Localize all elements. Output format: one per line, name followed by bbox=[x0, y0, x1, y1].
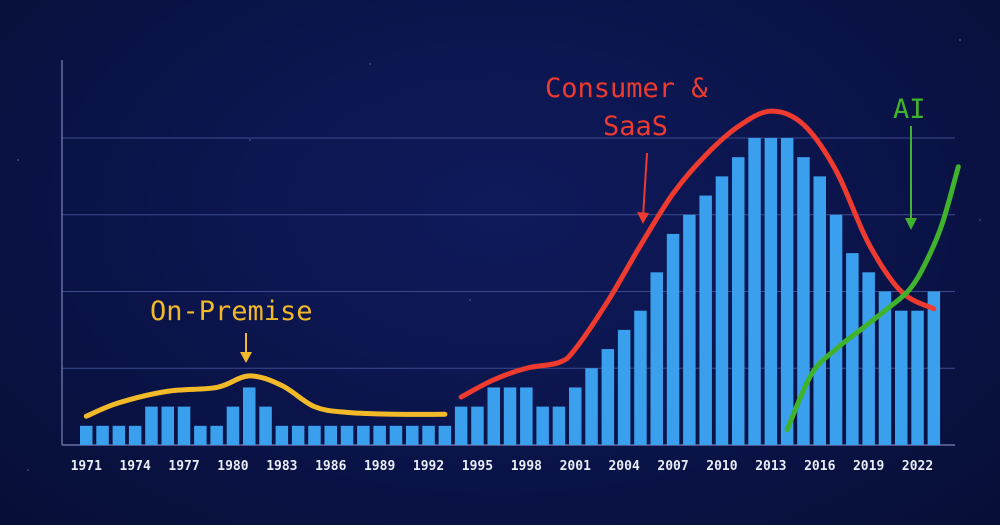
x-tick-label: 1977 bbox=[168, 459, 199, 474]
bar-2005 bbox=[634, 310, 647, 445]
x-tick-label: 2001 bbox=[560, 459, 591, 474]
bar-2018 bbox=[846, 253, 859, 445]
x-tick-label: 2019 bbox=[853, 459, 884, 474]
background-stars bbox=[17, 39, 981, 471]
on-premise-curve bbox=[83, 373, 448, 419]
bar-2023 bbox=[927, 291, 941, 445]
x-axis-tick-labels: 1971 1974 1977 1980 1983 1986 1989 1992 1995 1998… bbox=[71, 459, 934, 474]
consumer-saas-curve bbox=[458, 108, 937, 400]
x-tick-label: 1986 bbox=[315, 459, 346, 474]
x-tick-label: 2007 bbox=[657, 459, 688, 474]
bar-2010 bbox=[715, 176, 729, 445]
ai-label: AI bbox=[893, 94, 926, 125]
bar-2011 bbox=[732, 157, 745, 445]
bar-2013 bbox=[764, 138, 778, 445]
on-premise-arrow bbox=[240, 333, 252, 363]
x-tick-label: 1992 bbox=[413, 459, 444, 474]
bar-1972 bbox=[96, 425, 109, 445]
x-tick-label: 1998 bbox=[511, 459, 542, 474]
bar-2008 bbox=[683, 214, 696, 445]
bar-2012 bbox=[748, 138, 761, 445]
bar-1998 bbox=[520, 387, 533, 445]
consumer-saas-label-line-2: SaaS bbox=[603, 111, 668, 142]
bar-2014 bbox=[780, 138, 794, 445]
consumer-saas-label-line-1: Consumer & bbox=[545, 73, 708, 104]
bar-2022 bbox=[911, 310, 924, 445]
bar-1993 bbox=[438, 425, 452, 445]
bar-2006 bbox=[650, 272, 663, 445]
ai-curve bbox=[784, 164, 961, 433]
x-tick-label: 2016 bbox=[804, 459, 835, 474]
bar-1978 bbox=[194, 425, 207, 445]
x-tick-label: 1971 bbox=[71, 459, 102, 474]
bar-1973 bbox=[112, 425, 126, 445]
bar-2017 bbox=[829, 214, 843, 445]
ai-arrow bbox=[905, 126, 917, 230]
bar-1979 bbox=[210, 425, 223, 445]
bar-1996 bbox=[487, 387, 500, 445]
curve-annotations: On-Premise Consumer & SaaS AI bbox=[83, 73, 961, 433]
bar-2020 bbox=[878, 291, 892, 445]
bar-1980 bbox=[226, 406, 240, 445]
bar-1974 bbox=[128, 425, 142, 445]
bar-2009 bbox=[699, 195, 712, 445]
bar-1990 bbox=[389, 425, 403, 445]
bar-1975 bbox=[145, 406, 158, 445]
bar-1977 bbox=[177, 406, 191, 445]
consumer-saas-arrow bbox=[637, 152, 649, 224]
bar-1994 bbox=[454, 406, 468, 445]
x-tick-label: 2022 bbox=[902, 459, 933, 474]
bar-1991 bbox=[406, 425, 419, 445]
bar-1999 bbox=[536, 406, 549, 445]
bar-2019 bbox=[862, 272, 875, 445]
bar-1995 bbox=[471, 406, 484, 445]
bar-1971 bbox=[80, 425, 93, 445]
bar-1981 bbox=[243, 387, 256, 445]
bar-2021 bbox=[895, 310, 908, 445]
bar-2015 bbox=[797, 157, 810, 445]
bar-2003 bbox=[601, 349, 615, 445]
bar-2001 bbox=[569, 387, 582, 445]
bar-1982 bbox=[259, 406, 272, 445]
x-tick-label: 1983 bbox=[266, 459, 297, 474]
bar-1985 bbox=[308, 425, 321, 445]
bar-1987 bbox=[340, 425, 354, 445]
bar-1976 bbox=[161, 406, 174, 445]
on-premise-label: On-Premise bbox=[150, 296, 313, 327]
x-tick-label: 1995 bbox=[462, 459, 493, 474]
bar-1984 bbox=[291, 425, 305, 445]
x-tick-label: 2004 bbox=[608, 459, 639, 474]
bar-1992 bbox=[422, 425, 435, 445]
bar-1988 bbox=[357, 425, 370, 445]
x-tick-label: 1980 bbox=[217, 459, 248, 474]
bar-1997 bbox=[503, 387, 517, 445]
x-tick-label: 2013 bbox=[755, 459, 786, 474]
x-tick-label: 1974 bbox=[119, 459, 150, 474]
bar-1989 bbox=[373, 425, 386, 445]
bar-2007 bbox=[666, 233, 680, 445]
bar-series bbox=[80, 138, 941, 445]
bar-2016 bbox=[813, 176, 826, 445]
x-tick-label: 1989 bbox=[364, 459, 395, 474]
bar-1986 bbox=[324, 425, 337, 445]
bar-2000 bbox=[552, 406, 566, 445]
bar-2004 bbox=[617, 329, 631, 445]
x-tick-label: 2010 bbox=[706, 459, 737, 474]
bar-1983 bbox=[275, 425, 289, 445]
bar-2002 bbox=[585, 368, 598, 445]
